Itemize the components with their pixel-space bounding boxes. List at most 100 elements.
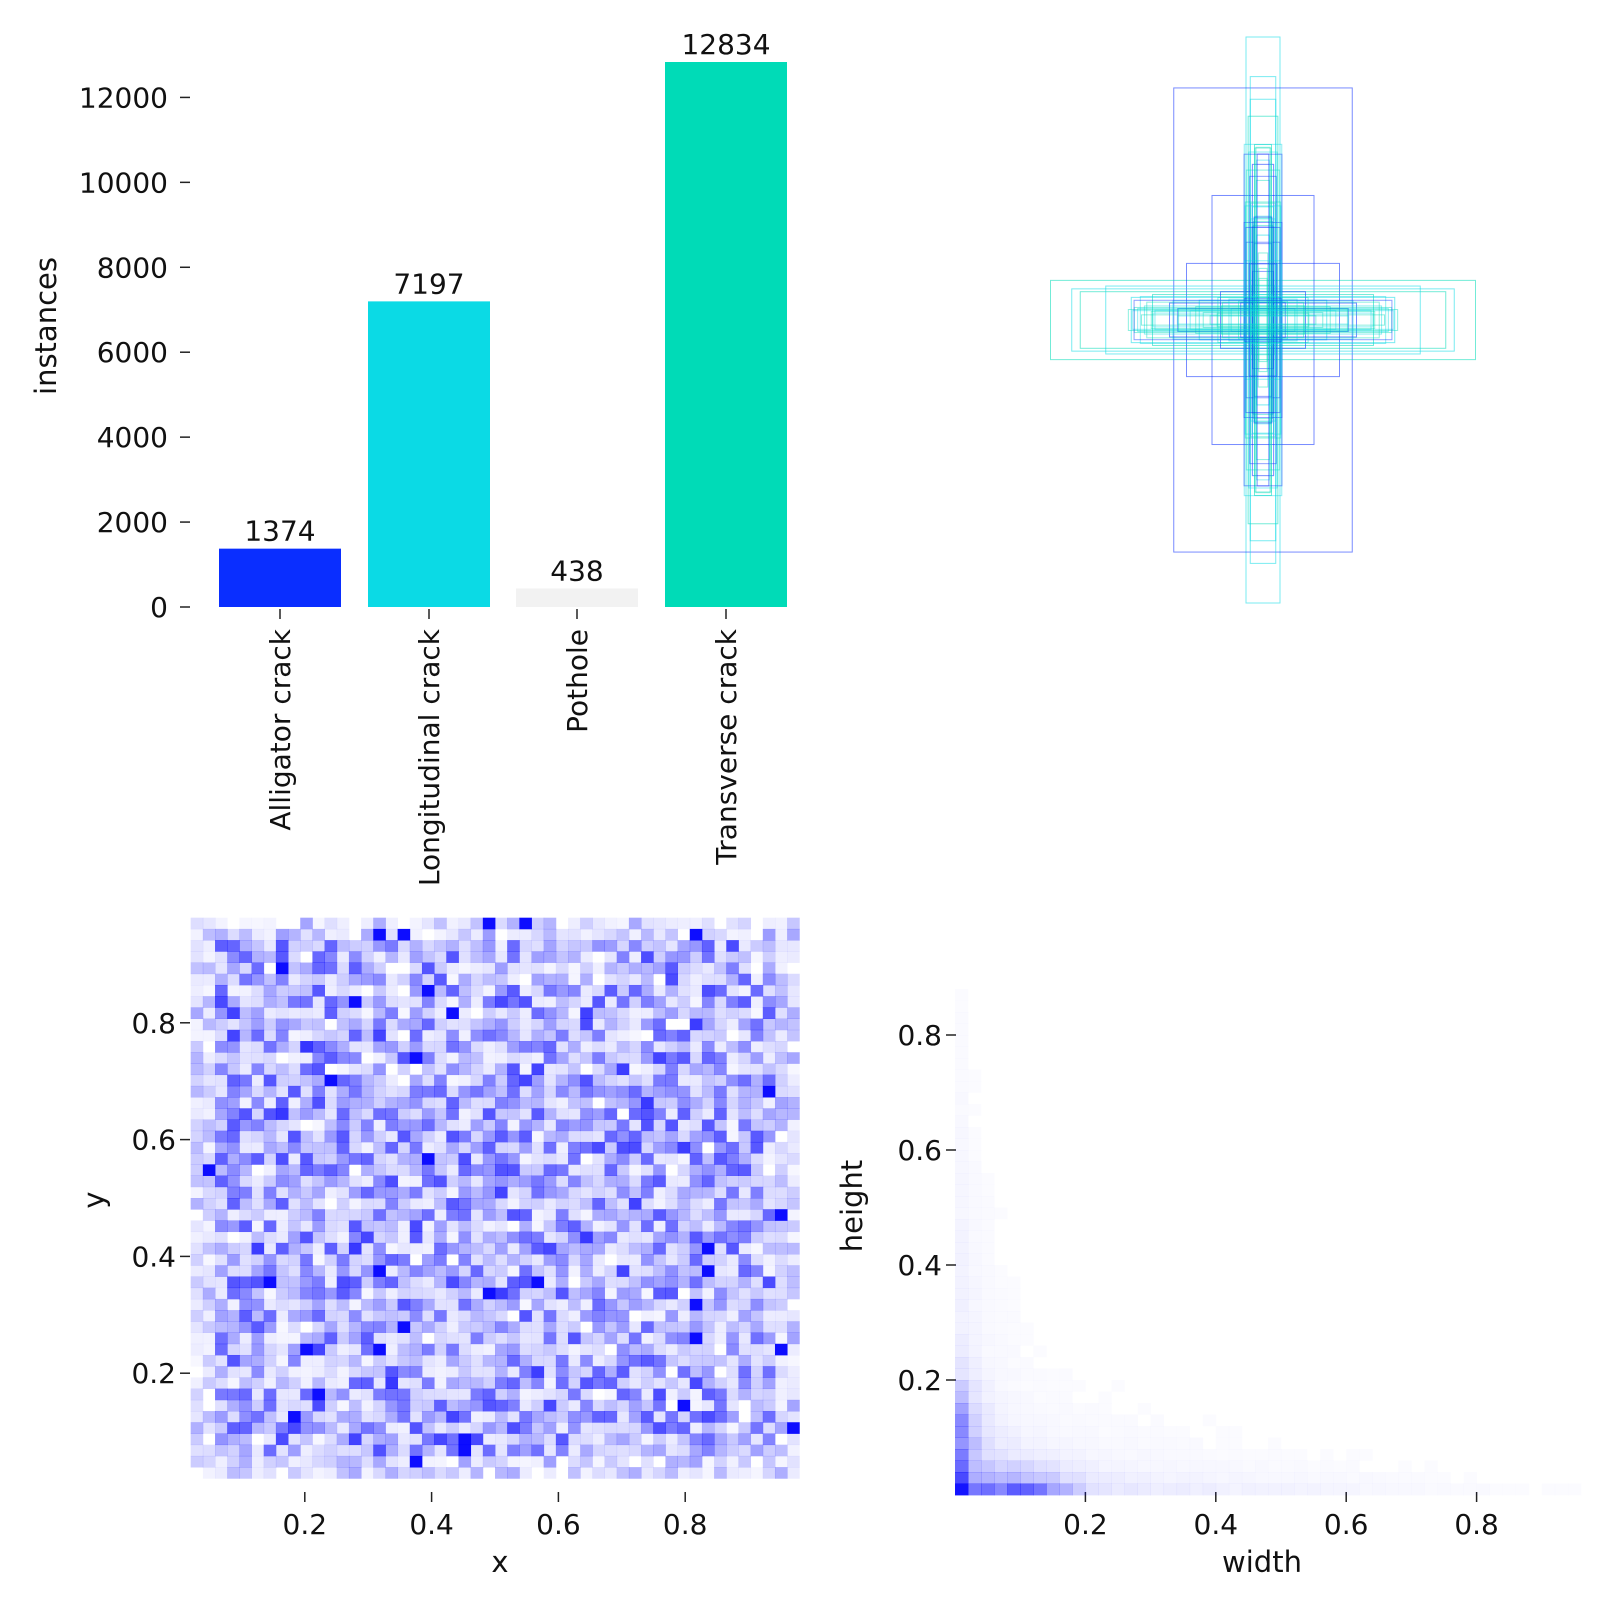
heatmap-cell bbox=[409, 1422, 423, 1434]
heatmap-cell bbox=[421, 1085, 435, 1098]
heatmap-cell bbox=[421, 984, 435, 997]
heatmap-cell bbox=[385, 1175, 399, 1188]
heatmap-cell bbox=[263, 1276, 277, 1289]
heatmap-cell bbox=[555, 1298, 569, 1311]
heatmap-cell bbox=[251, 1254, 265, 1266]
heatmap-cell bbox=[665, 1108, 678, 1120]
heatmap-cell bbox=[421, 1354, 435, 1367]
heatmap-cell bbox=[215, 928, 228, 941]
heatmap-cell bbox=[470, 1276, 484, 1289]
heatmap-cell bbox=[1542, 1484, 1555, 1496]
heatmap-cell bbox=[470, 1298, 484, 1311]
label-box bbox=[1245, 241, 1281, 399]
heatmap-cell bbox=[409, 1310, 423, 1322]
heatmap-cell bbox=[458, 1265, 472, 1277]
heatmap-cell bbox=[738, 1455, 752, 1468]
heatmap-cell bbox=[689, 1444, 703, 1457]
heatmap-cell bbox=[312, 1276, 325, 1289]
heatmap-cell bbox=[361, 1354, 374, 1367]
heatmap-cell bbox=[531, 1366, 545, 1378]
heatmap-cell bbox=[775, 1456, 788, 1468]
heatmap-cell bbox=[1098, 1483, 1112, 1496]
heatmap-cell bbox=[202, 1366, 216, 1378]
heatmap-cell bbox=[275, 1276, 289, 1289]
heatmap-cell bbox=[592, 1455, 605, 1468]
heatmap-cell bbox=[689, 1377, 703, 1390]
heatmap-cell bbox=[446, 1388, 459, 1401]
heatmap-cell bbox=[434, 1041, 447, 1053]
heatmap-cell bbox=[482, 1411, 496, 1423]
heatmap-cell bbox=[774, 1276, 788, 1289]
heatmap-cell bbox=[421, 1276, 435, 1289]
heatmap-cell bbox=[434, 1242, 447, 1255]
heatmap-cell bbox=[239, 1366, 252, 1378]
heatmap-cell bbox=[361, 996, 374, 1008]
heatmap-cell bbox=[677, 1085, 691, 1098]
heatmap-cell bbox=[568, 1343, 581, 1356]
heatmap-cell bbox=[616, 1052, 630, 1064]
heatmap-cell bbox=[470, 984, 484, 997]
heatmap-cell bbox=[397, 1287, 411, 1300]
heatmap-cell bbox=[202, 1007, 216, 1019]
heatmap-cell bbox=[507, 1108, 520, 1120]
heatmap-cell bbox=[482, 1231, 496, 1244]
heatmap-cell bbox=[714, 1467, 727, 1479]
heatmap-cell bbox=[263, 1298, 277, 1311]
heatmap-cell bbox=[288, 962, 301, 975]
heatmap-cell bbox=[251, 962, 265, 975]
heatmap-cell bbox=[726, 1298, 739, 1311]
heatmap-cell bbox=[1007, 1346, 1020, 1358]
heatmap-cell bbox=[312, 1310, 325, 1322]
heatmap-cell bbox=[470, 1366, 484, 1378]
heatmap-cell bbox=[385, 940, 399, 952]
heatmap-cell bbox=[994, 1277, 1007, 1289]
heatmap-cell bbox=[239, 1332, 252, 1345]
heatmap-cell bbox=[592, 1186, 605, 1199]
heatmap-cell bbox=[981, 1185, 994, 1197]
label-box bbox=[1240, 301, 1286, 339]
heatmap-cell bbox=[701, 973, 715, 986]
heatmap-cell bbox=[677, 996, 691, 1008]
heatmap-cell bbox=[251, 1455, 265, 1468]
heatmap-cell bbox=[190, 1119, 204, 1132]
heatmap-cell bbox=[968, 1391, 982, 1404]
heatmap-cell bbox=[507, 1198, 520, 1210]
heatmap-cell bbox=[263, 1052, 277, 1064]
heatmap-cell bbox=[482, 1287, 496, 1300]
heatmap-cell bbox=[482, 1388, 496, 1401]
heatmap-cell bbox=[348, 1007, 362, 1019]
heatmap-cell bbox=[580, 1422, 593, 1434]
heatmap-cell bbox=[616, 1119, 630, 1132]
heatmap-cell bbox=[312, 1366, 325, 1378]
heatmap-cell bbox=[641, 1399, 654, 1412]
heatmap-cell bbox=[373, 962, 386, 975]
heatmap-cell bbox=[190, 1422, 204, 1434]
heatmap-cell bbox=[580, 1175, 593, 1188]
heatmap-cell bbox=[531, 1231, 545, 1244]
heatmap-cell bbox=[348, 1388, 362, 1401]
heatmap-cell bbox=[519, 1388, 532, 1401]
heatmap-cells bbox=[190, 917, 800, 1479]
heatmap-cell bbox=[495, 984, 508, 997]
heatmap-cell bbox=[519, 984, 532, 997]
heatmap-cell bbox=[409, 1366, 423, 1378]
heatmap-cell bbox=[482, 951, 496, 963]
heatmap-cell bbox=[373, 1130, 386, 1143]
heatmap-cell bbox=[738, 1422, 752, 1434]
heatmap-cell bbox=[361, 1231, 374, 1244]
heatmap-cell bbox=[774, 917, 788, 930]
heatmap-cell bbox=[373, 1298, 386, 1311]
heatmap-cell bbox=[312, 1242, 325, 1255]
heatmap-cell bbox=[348, 1321, 362, 1333]
heatmap-cell bbox=[227, 1153, 240, 1165]
heatmap-cell bbox=[641, 1298, 654, 1311]
heatmap-cell bbox=[774, 1411, 788, 1423]
heatmap-cell bbox=[409, 1220, 423, 1233]
heatmap-cell bbox=[689, 928, 703, 941]
heatmap-cell bbox=[227, 1433, 240, 1446]
heatmap-cell bbox=[495, 1276, 508, 1289]
heatmap-cell bbox=[701, 1287, 715, 1300]
heatmap-cell bbox=[470, 1287, 484, 1300]
heatmap-cell bbox=[385, 1231, 399, 1244]
heatmap-cell bbox=[446, 1085, 459, 1098]
